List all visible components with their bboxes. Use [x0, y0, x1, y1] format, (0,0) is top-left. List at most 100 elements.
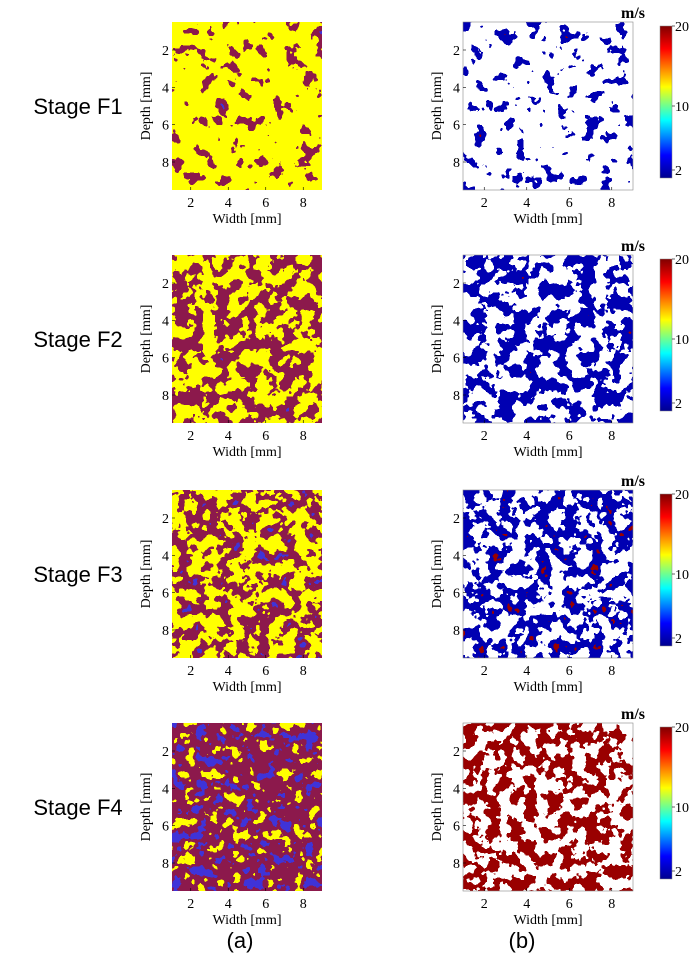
- phase-map: [172, 255, 322, 423]
- x-tick-label: 2: [187, 196, 194, 211]
- y-axis-label: Depth [mm]: [430, 305, 445, 374]
- phase-map: [172, 723, 322, 891]
- y-tick-label: 4: [162, 549, 169, 564]
- x-tick-label: 8: [300, 897, 307, 912]
- colorbar: [659, 726, 673, 880]
- x-axis-label: Width [mm]: [513, 913, 582, 928]
- x-tick-label: 8: [608, 897, 615, 912]
- x-axis-label: Width [mm]: [212, 212, 281, 227]
- x-tick-label: 6: [262, 897, 269, 912]
- colorbar: [659, 258, 673, 412]
- colorbar-unit: m/s: [621, 5, 645, 22]
- colorbar-unit: m/s: [621, 473, 645, 490]
- colorbar-tick-label: 20: [675, 721, 689, 736]
- velocity-frame: [462, 722, 634, 892]
- caption-a: (a): [227, 928, 254, 953]
- x-tick-label: 8: [608, 429, 615, 444]
- y-tick-label: 4: [453, 81, 460, 96]
- colorbar-tick-label: 10: [675, 801, 689, 816]
- x-tick-label: 4: [523, 196, 530, 211]
- y-tick-label: 2: [453, 277, 460, 292]
- stage-label: Stage F2: [33, 327, 122, 352]
- velocity-map: [463, 490, 633, 658]
- x-tick-label: 4: [523, 429, 530, 444]
- x-tick-label: 8: [300, 429, 307, 444]
- y-tick-label: 6: [453, 352, 460, 367]
- x-tick-label: 2: [481, 664, 488, 679]
- x-tick-label: 4: [225, 897, 232, 912]
- y-tick-label: 4: [162, 782, 169, 797]
- y-tick-label: 6: [453, 820, 460, 835]
- y-tick-label: 2: [453, 44, 460, 59]
- x-tick-label: 6: [566, 897, 573, 912]
- x-tick-label: 8: [608, 196, 615, 211]
- x-tick-label: 4: [523, 664, 530, 679]
- phase-map: [172, 22, 322, 190]
- y-tick-label: 6: [162, 119, 169, 134]
- velocity-map: [463, 255, 633, 423]
- y-axis-label: Depth [mm]: [430, 540, 445, 609]
- x-tick-label: 6: [262, 196, 269, 211]
- x-axis-label: Width [mm]: [212, 913, 281, 928]
- x-axis-label: Width [mm]: [513, 445, 582, 460]
- colorbar-tick-label: 2: [675, 164, 682, 179]
- y-axis-label: Depth [mm]: [139, 540, 154, 609]
- x-tick-label: 6: [566, 196, 573, 211]
- y-axis-label: Depth [mm]: [139, 72, 154, 141]
- x-tick-label: 2: [481, 196, 488, 211]
- velocity-frame: [462, 254, 634, 424]
- y-tick-label: 2: [453, 512, 460, 527]
- velocity-map: [463, 22, 633, 190]
- x-tick-label: 2: [481, 429, 488, 444]
- y-tick-label: 4: [162, 314, 169, 329]
- x-axis-label: Width [mm]: [513, 212, 582, 227]
- y-tick-label: 8: [162, 389, 169, 404]
- colorbar: [659, 25, 673, 179]
- y-axis-label: Depth [mm]: [430, 773, 445, 842]
- y-tick-label: 4: [162, 81, 169, 96]
- colorbar-tick-label: 2: [675, 397, 682, 412]
- y-tick-label: 8: [453, 389, 460, 404]
- velocity-frame: [462, 21, 634, 191]
- x-tick-label: 8: [608, 664, 615, 679]
- y-tick-label: 2: [162, 277, 169, 292]
- x-tick-label: 4: [225, 664, 232, 679]
- y-tick-label: 2: [162, 512, 169, 527]
- y-tick-label: 2: [162, 745, 169, 760]
- caption-b: (b): [509, 928, 536, 953]
- stage-label: Stage F1: [33, 94, 122, 119]
- x-tick-label: 8: [300, 664, 307, 679]
- x-tick-label: 2: [481, 897, 488, 912]
- colorbar-unit: m/s: [621, 706, 645, 723]
- y-tick-label: 8: [453, 857, 460, 872]
- y-tick-label: 8: [453, 624, 460, 639]
- colorbar-tick-label: 2: [675, 865, 682, 880]
- colorbar: [659, 493, 673, 647]
- x-tick-label: 6: [566, 664, 573, 679]
- x-axis-label: Width [mm]: [513, 680, 582, 695]
- y-axis-label: Depth [mm]: [430, 72, 445, 141]
- y-axis-label: Depth [mm]: [139, 305, 154, 374]
- x-tick-label: 4: [225, 196, 232, 211]
- x-tick-label: 6: [566, 429, 573, 444]
- x-tick-label: 6: [262, 664, 269, 679]
- y-tick-label: 6: [453, 587, 460, 602]
- colorbar-tick-label: 10: [675, 100, 689, 115]
- y-tick-label: 6: [162, 820, 169, 835]
- colorbar-tick-label: 10: [675, 333, 689, 348]
- stage-label: Stage F3: [33, 562, 122, 587]
- x-tick-label: 2: [187, 897, 194, 912]
- y-tick-label: 6: [162, 352, 169, 367]
- y-tick-label: 2: [453, 745, 460, 760]
- y-tick-label: 4: [453, 314, 460, 329]
- x-tick-label: 4: [523, 897, 530, 912]
- y-tick-label: 4: [453, 549, 460, 564]
- y-axis-label: Depth [mm]: [139, 773, 154, 842]
- x-tick-label: 6: [262, 429, 269, 444]
- velocity-map: [463, 723, 633, 891]
- colorbar-tick-label: 2: [675, 632, 682, 647]
- y-tick-label: 8: [162, 624, 169, 639]
- velocity-frame: [462, 489, 634, 659]
- colorbar-tick-label: 20: [675, 488, 689, 503]
